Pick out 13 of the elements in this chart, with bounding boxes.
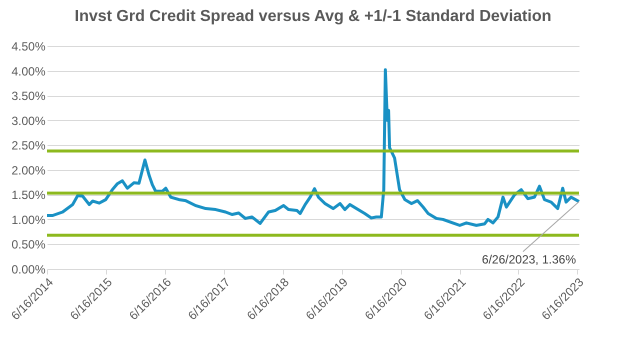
y-tick-label: 1.00%: [11, 212, 46, 227]
y-tick-label: 3.50%: [11, 89, 46, 104]
line-series: [46, 68, 580, 227]
y-tick-label: 0.00%: [11, 262, 46, 276]
chart-title: Invst Grd Credit Spread versus Avg & +1/-1 Standard Deviation: [74, 8, 552, 25]
y-tick-label: 2.50%: [11, 138, 46, 153]
annotation: 6/26/2023, 1.36%: [482, 252, 576, 267]
y-tick-label: 0.50%: [11, 238, 46, 252]
y-tick-label: 4.00%: [11, 64, 46, 78]
y-tick-label: 2.00%: [11, 163, 46, 178]
y-tick-label: 4.50%: [11, 40, 46, 54]
y-tick-label: 3.00%: [11, 114, 46, 128]
y-tick-label: 1.50%: [11, 188, 46, 202]
